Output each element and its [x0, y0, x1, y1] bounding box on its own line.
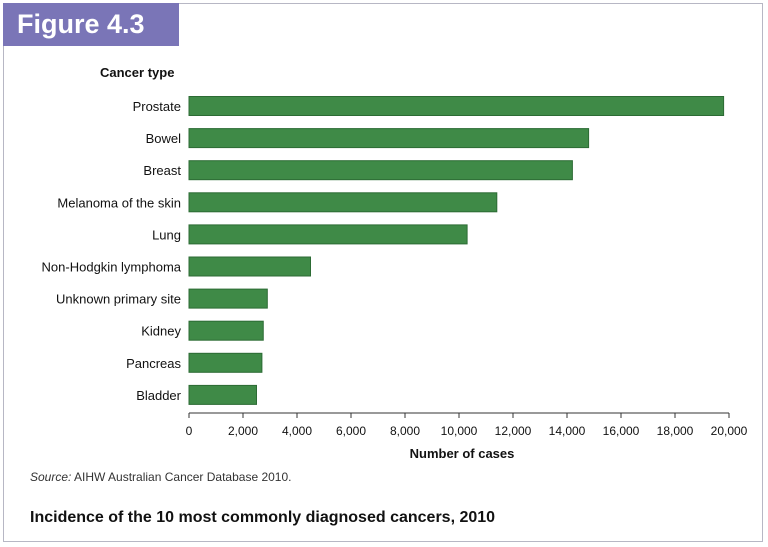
- source-note: Source: AIHW Australian Cancer Database …: [30, 470, 291, 484]
- x-tick-label: 0: [186, 424, 193, 438]
- bar: [188, 128, 590, 149]
- x-tick-label: 18,000: [657, 424, 694, 438]
- x-tick-label: 16,000: [603, 424, 640, 438]
- category-label: Lung: [152, 227, 181, 242]
- x-tick-label: 12,000: [495, 424, 532, 438]
- category-label: Bladder: [136, 388, 181, 403]
- source-text: AIHW Australian Cancer Database 2010.: [71, 470, 292, 484]
- bar: [188, 288, 268, 309]
- x-tick-label: 14,000: [549, 424, 586, 438]
- figure-caption: Incidence of the 10 most commonly diagno…: [30, 509, 496, 526]
- category-label: Pancreas: [126, 356, 181, 371]
- bar: [188, 320, 264, 341]
- category-label: Bowel: [146, 131, 182, 146]
- figure-frame: [3, 3, 763, 542]
- bar: [188, 96, 725, 116]
- category-label: Prostate: [133, 99, 181, 114]
- x-tick-label: 8,000: [390, 424, 420, 438]
- x-tick-label: 20,000: [711, 424, 748, 438]
- y-axis-title: Cancer type: [100, 65, 174, 80]
- x-tick-label: 2,000: [228, 424, 258, 438]
- bar: [188, 256, 311, 277]
- category-label: Non-Hodgkin lymphoma: [42, 260, 182, 275]
- x-tick-label: 6,000: [336, 424, 366, 438]
- category-label: Unknown primary site: [56, 292, 181, 307]
- x-axis-title: Number of cases: [410, 446, 515, 461]
- x-tick-label: 4,000: [282, 424, 312, 438]
- category-label: Melanoma of the skin: [57, 195, 181, 210]
- bar: [188, 224, 468, 245]
- category-label: Breast: [143, 163, 181, 178]
- category-label: Kidney: [141, 324, 181, 339]
- x-tick-label: 10,000: [441, 424, 478, 438]
- bar: [188, 384, 257, 405]
- source-prefix: Source:: [30, 470, 72, 484]
- bar: [188, 160, 573, 181]
- bar: [188, 192, 498, 213]
- figure-label: Figure 4.3: [3, 3, 179, 46]
- bar: [188, 352, 263, 373]
